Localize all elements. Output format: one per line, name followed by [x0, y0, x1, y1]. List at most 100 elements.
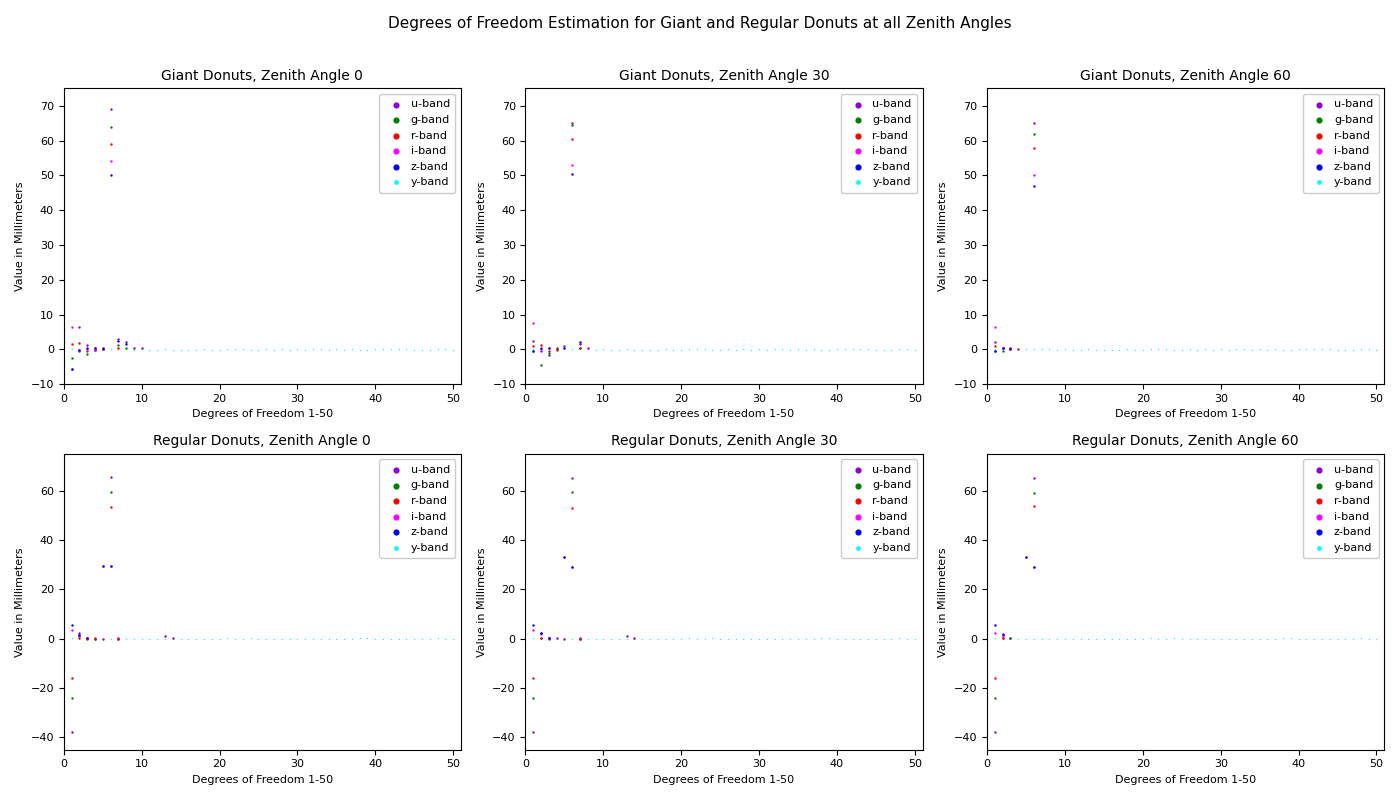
- Point: [372, 343, 395, 356]
- Point: [76, 631, 98, 644]
- Point: [623, 633, 645, 646]
- Point: [1170, 343, 1193, 356]
- Point: [106, 632, 129, 645]
- X-axis label: Degrees of Freedom 1-50: Degrees of Freedom 1-50: [192, 775, 333, 785]
- Point: [811, 343, 833, 356]
- Point: [577, 342, 599, 354]
- Point: [442, 343, 465, 356]
- Point: [364, 633, 386, 646]
- Point: [538, 342, 560, 354]
- Point: [888, 342, 910, 355]
- Point: [984, 672, 1007, 685]
- Point: [69, 337, 91, 350]
- Point: [546, 343, 568, 356]
- Point: [568, 342, 591, 354]
- Point: [364, 343, 386, 356]
- Point: [802, 633, 825, 646]
- Point: [529, 626, 552, 639]
- Point: [778, 632, 801, 645]
- Point: [1358, 343, 1380, 356]
- Point: [1100, 633, 1123, 646]
- Point: [1350, 342, 1372, 355]
- Point: [395, 343, 417, 356]
- Point: [763, 632, 785, 645]
- Point: [76, 631, 98, 644]
- Point: [248, 632, 270, 645]
- Point: [1249, 633, 1271, 646]
- Point: [99, 486, 122, 498]
- Point: [130, 632, 153, 645]
- Point: [91, 342, 113, 355]
- Point: [161, 633, 183, 646]
- Point: [1358, 632, 1380, 645]
- Point: [888, 632, 910, 645]
- Point: [231, 633, 253, 646]
- Point: [991, 343, 1014, 356]
- Point: [1295, 632, 1317, 645]
- Point: [69, 626, 91, 639]
- Point: [1085, 633, 1107, 646]
- Point: [771, 343, 794, 356]
- Point: [1061, 633, 1084, 646]
- Point: [529, 627, 552, 640]
- Point: [169, 633, 192, 646]
- Title: Giant Donuts, Zenith Angle 30: Giant Donuts, Zenith Angle 30: [619, 69, 829, 83]
- Point: [139, 633, 161, 646]
- Point: [1015, 551, 1037, 564]
- Point: [553, 551, 575, 564]
- Point: [553, 632, 575, 645]
- Point: [538, 632, 560, 645]
- Point: [193, 343, 216, 356]
- Point: [522, 632, 545, 645]
- Point: [546, 342, 568, 354]
- Point: [1070, 632, 1092, 645]
- Point: [717, 633, 739, 646]
- Point: [1000, 632, 1022, 645]
- Point: [568, 336, 591, 349]
- Point: [279, 343, 301, 356]
- Point: [1030, 342, 1053, 355]
- Point: [84, 344, 106, 357]
- Point: [841, 343, 864, 356]
- Point: [848, 632, 871, 645]
- Point: [1163, 343, 1186, 356]
- Point: [69, 629, 91, 642]
- Point: [546, 632, 568, 645]
- Point: [1256, 343, 1278, 356]
- Point: [403, 343, 426, 356]
- Point: [123, 342, 146, 354]
- Point: [1015, 343, 1037, 356]
- Point: [1303, 632, 1326, 645]
- Point: [561, 502, 584, 514]
- Point: [1280, 632, 1302, 645]
- Point: [91, 342, 113, 355]
- Point: [538, 342, 560, 354]
- Point: [99, 501, 122, 514]
- Point: [1170, 632, 1193, 645]
- Point: [388, 343, 410, 356]
- Point: [349, 632, 371, 645]
- Point: [623, 343, 645, 356]
- Point: [881, 343, 903, 356]
- Point: [302, 632, 325, 645]
- Point: [60, 691, 83, 704]
- Point: [568, 632, 591, 645]
- Point: [99, 343, 122, 356]
- Point: [379, 343, 402, 356]
- Point: [115, 338, 137, 350]
- Point: [568, 632, 591, 645]
- Point: [647, 632, 669, 645]
- Point: [538, 631, 560, 644]
- Point: [1334, 633, 1357, 646]
- Point: [991, 342, 1014, 354]
- Point: [522, 339, 545, 352]
- Point: [568, 338, 591, 350]
- Point: [106, 334, 129, 347]
- Point: [69, 629, 91, 642]
- Point: [419, 632, 441, 645]
- Point: [662, 632, 685, 645]
- Point: [654, 343, 676, 356]
- Point: [91, 342, 113, 355]
- Point: [662, 343, 685, 356]
- Point: [1131, 343, 1154, 356]
